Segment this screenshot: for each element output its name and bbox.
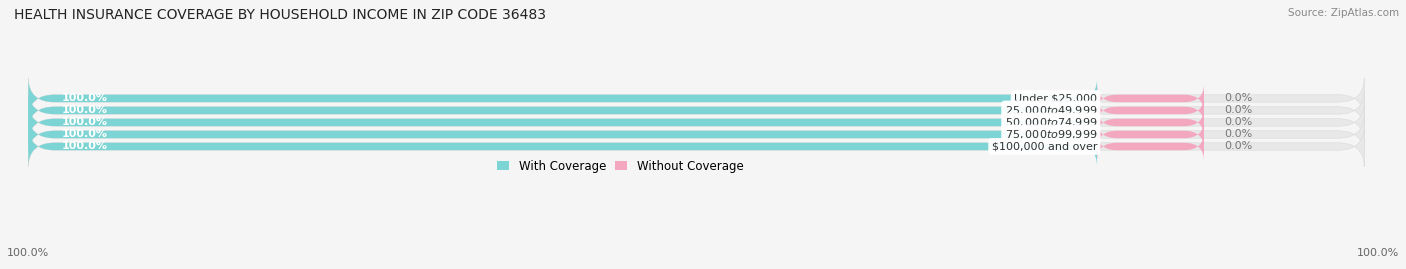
FancyBboxPatch shape: [28, 126, 1364, 167]
Legend: With Coverage, Without Coverage: With Coverage, Without Coverage: [498, 160, 744, 173]
Text: $50,000 to $74,999: $50,000 to $74,999: [1005, 116, 1097, 129]
FancyBboxPatch shape: [1097, 84, 1204, 113]
FancyBboxPatch shape: [28, 114, 1097, 155]
Text: 100.0%: 100.0%: [62, 129, 108, 139]
FancyBboxPatch shape: [28, 78, 1364, 119]
Text: 100.0%: 100.0%: [7, 248, 49, 258]
FancyBboxPatch shape: [1097, 132, 1204, 161]
Text: $75,000 to $99,999: $75,000 to $99,999: [1005, 128, 1097, 141]
Text: 100.0%: 100.0%: [1357, 248, 1399, 258]
Text: 0.0%: 0.0%: [1225, 118, 1253, 128]
Text: $100,000 and over: $100,000 and over: [991, 141, 1097, 151]
Text: 100.0%: 100.0%: [62, 141, 108, 151]
Text: HEALTH INSURANCE COVERAGE BY HOUSEHOLD INCOME IN ZIP CODE 36483: HEALTH INSURANCE COVERAGE BY HOUSEHOLD I…: [14, 8, 546, 22]
Text: 0.0%: 0.0%: [1225, 141, 1253, 151]
FancyBboxPatch shape: [28, 126, 1097, 167]
Text: 100.0%: 100.0%: [62, 118, 108, 128]
Text: 0.0%: 0.0%: [1225, 105, 1253, 115]
FancyBboxPatch shape: [1097, 96, 1204, 125]
FancyBboxPatch shape: [28, 102, 1097, 143]
FancyBboxPatch shape: [28, 90, 1364, 131]
Text: 0.0%: 0.0%: [1225, 129, 1253, 139]
Text: 100.0%: 100.0%: [62, 93, 108, 103]
FancyBboxPatch shape: [28, 78, 1097, 119]
FancyBboxPatch shape: [28, 90, 1097, 131]
FancyBboxPatch shape: [28, 102, 1364, 143]
FancyBboxPatch shape: [28, 114, 1364, 155]
FancyBboxPatch shape: [1097, 108, 1204, 137]
Text: 100.0%: 100.0%: [62, 105, 108, 115]
Text: 0.0%: 0.0%: [1225, 93, 1253, 103]
Text: Under $25,000: Under $25,000: [1014, 93, 1097, 103]
FancyBboxPatch shape: [1097, 120, 1204, 149]
Text: $25,000 to $49,999: $25,000 to $49,999: [1005, 104, 1097, 117]
Text: Source: ZipAtlas.com: Source: ZipAtlas.com: [1288, 8, 1399, 18]
